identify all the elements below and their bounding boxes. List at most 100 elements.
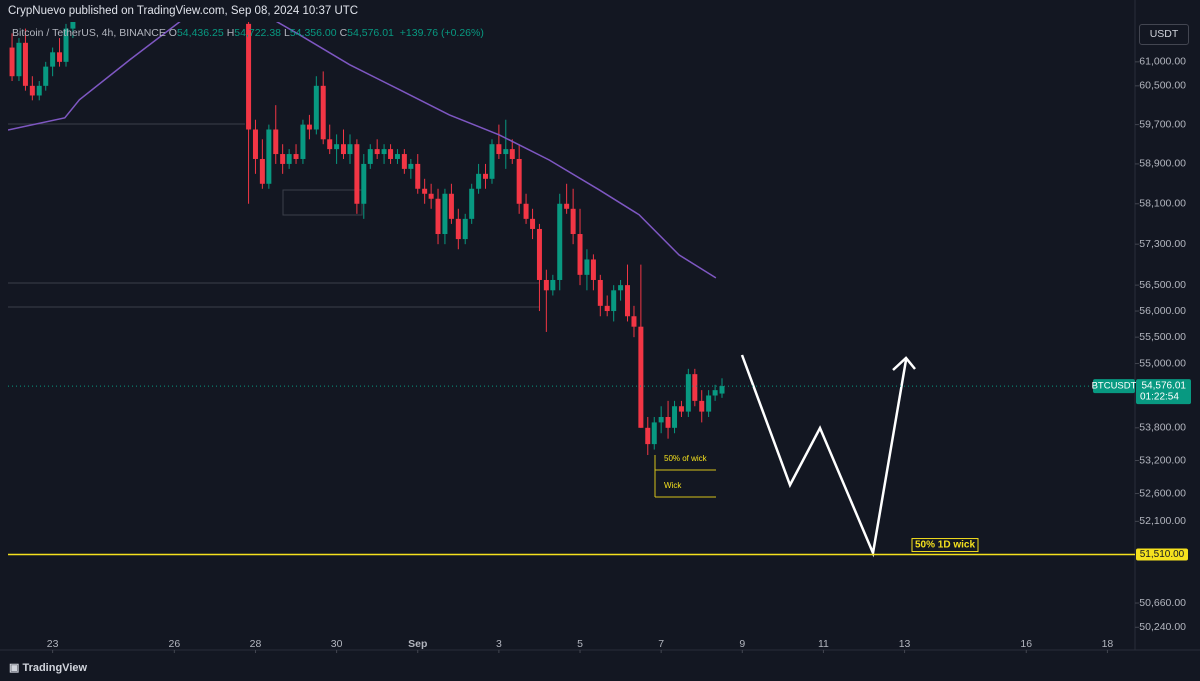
moving-average — [8, 22, 717, 279]
candle-body — [564, 203, 570, 209]
price-box — [1136, 379, 1191, 405]
brand-logo: ▣ TradingView — [9, 662, 88, 674]
candle-body — [503, 149, 509, 155]
x-tick-label: 30 — [331, 638, 343, 650]
candle-body — [455, 218, 461, 240]
x-tick-label: 9 — [739, 638, 745, 650]
y-tick-label: 56,000.00 — [1139, 305, 1186, 317]
candle-body — [651, 422, 657, 445]
candle-body — [57, 52, 63, 62]
candle-body — [706, 395, 712, 412]
candle-body — [618, 285, 624, 291]
candle-body — [658, 417, 664, 423]
x-tick-label: 26 — [168, 638, 180, 650]
candle-body — [367, 149, 373, 164]
candle-body — [699, 400, 705, 412]
candle-body — [394, 154, 400, 159]
candle-body — [408, 163, 414, 169]
price-label: 54,576.01 — [1142, 381, 1187, 392]
candle-body — [631, 316, 637, 327]
x-tick-label: 13 — [899, 638, 911, 650]
candle-body — [63, 28, 69, 62]
candle-body — [577, 234, 583, 275]
candle-body — [347, 144, 353, 155]
candle-body — [597, 279, 603, 306]
candle-body — [489, 144, 495, 179]
x-tick-label: 7 — [658, 638, 664, 650]
y-tick-label: 59,700.00 — [1139, 118, 1186, 130]
projection-path — [740, 354, 908, 558]
candle-body — [692, 374, 698, 401]
candle-body — [523, 203, 529, 219]
candle-body — [388, 149, 394, 159]
candle-body — [293, 154, 299, 159]
y-tick-label: 52,600.00 — [1139, 487, 1186, 499]
candle-body — [22, 42, 28, 86]
y-tick-label: 55,500.00 — [1139, 331, 1186, 343]
candle-body — [246, 23, 252, 130]
y-tick-label: 56,500.00 — [1139, 279, 1186, 291]
ohlc-value: 54,356.00 — [289, 27, 337, 39]
x-tick-label: 11 — [818, 638, 829, 650]
publish-header: CrypNuevo published on TradingView.com, … — [8, 5, 359, 17]
y-tick-label: 53,200.00 — [1139, 454, 1186, 466]
y-tick-label: 53,800.00 — [1139, 422, 1186, 434]
currency-button[interactable]: USDT — [1139, 24, 1189, 45]
candle-body — [306, 124, 312, 130]
y-tick-label: 60,500.00 — [1139, 80, 1186, 92]
candle-body — [354, 144, 360, 204]
x-tick-label: 5 — [577, 638, 583, 650]
plot-area — [8, 22, 725, 456]
overlay: 51,510.00 50% 1D wick BTCUSDT 54,576.0101:2… — [8, 379, 1191, 561]
candle-body — [476, 173, 482, 189]
candle-body — [712, 390, 718, 396]
candle-body — [516, 158, 522, 204]
candle-body — [280, 154, 286, 164]
change: +139.76 (+0.26%) — [399, 27, 484, 39]
y-tick-label: 52,100.00 — [1139, 515, 1186, 527]
x-tick-label: 3 — [496, 638, 502, 650]
candle-body — [286, 154, 292, 164]
candle-body — [361, 163, 367, 204]
candle-body — [590, 259, 596, 280]
candle-body — [550, 279, 556, 291]
candle-body — [29, 85, 35, 96]
countdown-label: 01:22:54 — [1140, 392, 1179, 403]
candle-body — [300, 124, 306, 159]
candle-body — [43, 66, 49, 86]
candle-body — [543, 279, 549, 291]
candle-body — [266, 129, 272, 184]
candle-body — [482, 173, 488, 179]
x-tick-label: 23 — [47, 638, 59, 650]
candle-body — [381, 149, 387, 155]
annotation: Wick — [664, 481, 682, 490]
candle-body — [509, 149, 515, 159]
annotation: 50% of wick — [664, 454, 708, 463]
level-annotation-box — [911, 538, 979, 553]
ohlc-key: C — [339, 27, 348, 39]
brand-name: TradingView — [22, 662, 88, 674]
y-tick-label: 58,900.00 — [1139, 158, 1186, 170]
y-tick-label: 61,000.00 — [1139, 56, 1186, 68]
candle-body — [557, 203, 563, 280]
candle-body — [678, 406, 684, 412]
candle-body — [530, 218, 536, 229]
candle-body — [334, 144, 340, 150]
candle-body — [50, 52, 56, 67]
y-tick-label: 58,100.00 — [1139, 198, 1186, 210]
candle-body — [374, 149, 380, 155]
candle-body — [448, 193, 454, 219]
ohlc-key: H — [226, 27, 235, 39]
candle-body — [462, 218, 468, 240]
candle-body — [672, 406, 678, 428]
candle-body — [624, 285, 630, 317]
candle-body — [638, 326, 644, 428]
ohlc-key: L — [284, 27, 290, 39]
candle-body — [422, 188, 428, 194]
candle-body — [685, 374, 691, 412]
ohlc-key: O — [168, 27, 177, 39]
x-tick-label: 18 — [1102, 638, 1114, 650]
level-label: 51,510.00 — [1140, 549, 1185, 560]
